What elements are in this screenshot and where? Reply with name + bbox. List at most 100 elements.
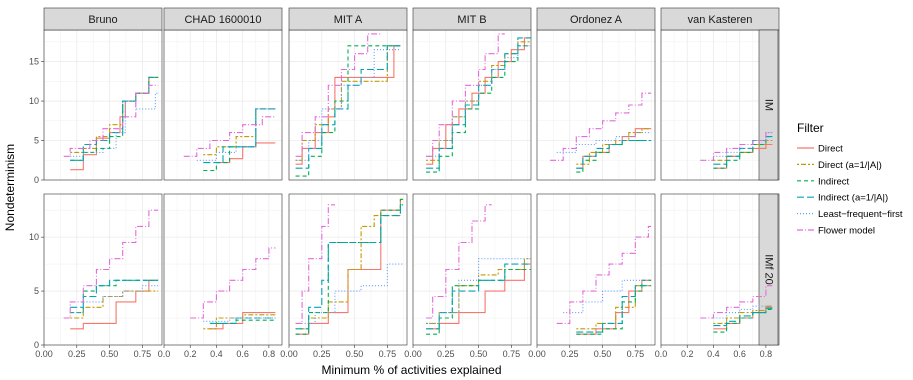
row-strip-im [758,29,779,181]
x-tick-label: 0.00 [528,349,546,359]
y-tick-label: 5 [34,286,39,296]
legend-label-direct-a-1-a: Direct (a=1/|A|) [818,160,882,171]
series-line-least-frequent-first [713,305,773,319]
panel-bg [44,30,162,180]
panel-bg [537,30,655,180]
strip-label-ordonez-a: Ordonez A [570,14,623,26]
series-line-direct-a-1-a [713,305,773,324]
y-tick-label: 10 [29,232,39,242]
x-tick-label: 0.50 [470,349,488,359]
x-tick-label: 0.25 [561,349,579,359]
series-line-flower-model [426,204,492,319]
x-tick-label: 0.00 [280,349,298,359]
strip-label-mit-a: MIT A [334,14,363,26]
series-line-indirect-a-1-a [295,45,401,169]
y-tick-label: 10 [29,96,39,106]
series-line-indirect [713,308,773,333]
legend-title: Filter [797,121,824,135]
strip-header-chad-1600010 [163,7,283,31]
x-tick-label: 0.8 [263,349,276,359]
series-line-indirect [426,45,531,173]
strip-header-mit-a [288,7,408,31]
x-tick-label: 0.2 [184,349,197,359]
legend-label-indirect: Indirect [818,176,850,187]
series-line-least-frequent-first [426,45,531,157]
series-line-flower-model [183,116,276,157]
x-tick-label: 0.4 [707,349,720,359]
series-line-flower-model [700,285,773,319]
series-line-indirect-a-1-a [576,139,652,169]
y-tick-label: 15 [29,57,39,67]
x-tick-label: 0.25 [68,349,86,359]
series-line-indirect [209,319,276,324]
panel-border-mit-a-imf-20 [288,193,408,346]
series-line-flower-model [700,132,773,161]
row-strip-label-im: IM [763,99,775,111]
x-tick-label: 0.50 [594,349,612,359]
row-strip-label-imf-20: IMf 20 [763,254,775,285]
series-line-flower-model [63,84,159,157]
strip-label-bruno: Bruno [88,14,117,26]
x-tick-label: 0.75 [503,349,521,359]
panel-bg [44,194,162,345]
strip-header-mit-b [412,7,532,31]
y-tick-label: 0 [34,175,39,185]
series-line-flower-model [295,204,335,324]
x-tick-label: 0.6 [236,349,249,359]
series-line-direct [426,37,531,165]
series-line-flower-model [63,209,159,319]
strip-header-van-kasteren [660,7,780,31]
series-line-least-frequent-first [295,263,404,324]
strip-header-bruno [43,7,163,31]
series-line-indirect-a-1-a [203,108,276,164]
series-line-indirect-a-1-a [209,317,276,324]
series-line-indirect-a-1-a [295,204,404,330]
strip-label-van-kasteren: van Kasteren [688,14,753,26]
x-tick-label: 0.50 [101,349,119,359]
series-line-direct-a-1-a [576,285,652,330]
x-tick-label: 0.00 [35,349,53,359]
x-tick-label: 0.0 [158,349,171,359]
panel-bg [164,30,282,180]
x-tick-label: 0.75 [134,349,152,359]
legend-label-flower-model: Flower model [818,226,875,237]
strip-label-chad-1600010: CHAD 1600010 [184,14,261,26]
x-tick-label: 0.25 [437,349,455,359]
series-line-indirect [576,139,652,173]
legend-label-direct: Direct [818,144,843,155]
x-tick-label: 0.6 [733,349,746,359]
x-tick-label: 0.00 [404,349,422,359]
series-line-indirect-a-1-a [713,307,773,327]
series-line-direct-a-1-a [203,314,276,330]
series-line-least-frequent-first [70,92,159,157]
panel-border-bruno-imf-20 [43,193,163,346]
series-line-flower-model [295,33,381,157]
x-axis-title: Minimum % of activities explained [321,363,501,377]
x-tick-label: 0.75 [627,349,645,359]
series-line-indirect-a-1-a [426,37,531,169]
series-line-flower-model [556,225,652,324]
series-line-direct-a-1-a [576,128,652,165]
strip-label-mit-b: MIT B [457,14,486,26]
series-line-direct-a-1-a [70,290,159,319]
x-tick-label: 0.0 [655,349,668,359]
x-tick-label: 0.25 [313,349,331,359]
series-line-indirect-a-1-a [576,285,652,333]
series-line-flower-model [190,247,276,319]
panel-border-ordonez-a-imf-20 [536,193,656,346]
legend-label-least-frequent-first: Least−frequent−first [818,209,903,220]
panel-bg [164,194,282,345]
series-line-flower-model [426,33,505,157]
y-tick-label: 0 [34,340,39,350]
x-tick-label: 0.75 [379,349,397,359]
panel-border-chad-1600010-imf-20 [163,193,283,346]
panel-bg [537,194,655,345]
series-line-least-frequent-first [563,279,652,314]
series-line-least-frequent-first [203,317,276,322]
x-tick-label: 0.8 [760,349,773,359]
strip-header-ordonez-a [536,7,656,31]
series-line-flower-model [550,92,652,161]
legend: Filter Direct Direct (a=1/|A|) Indirect Ind… [797,121,903,237]
y-axis-title: Nondeterminism [3,144,17,231]
